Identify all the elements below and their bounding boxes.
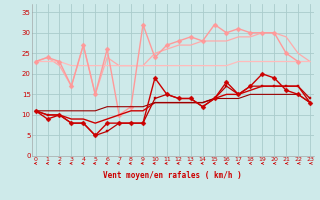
X-axis label: Vent moyen/en rafales ( km/h ): Vent moyen/en rafales ( km/h ) — [103, 171, 242, 180]
